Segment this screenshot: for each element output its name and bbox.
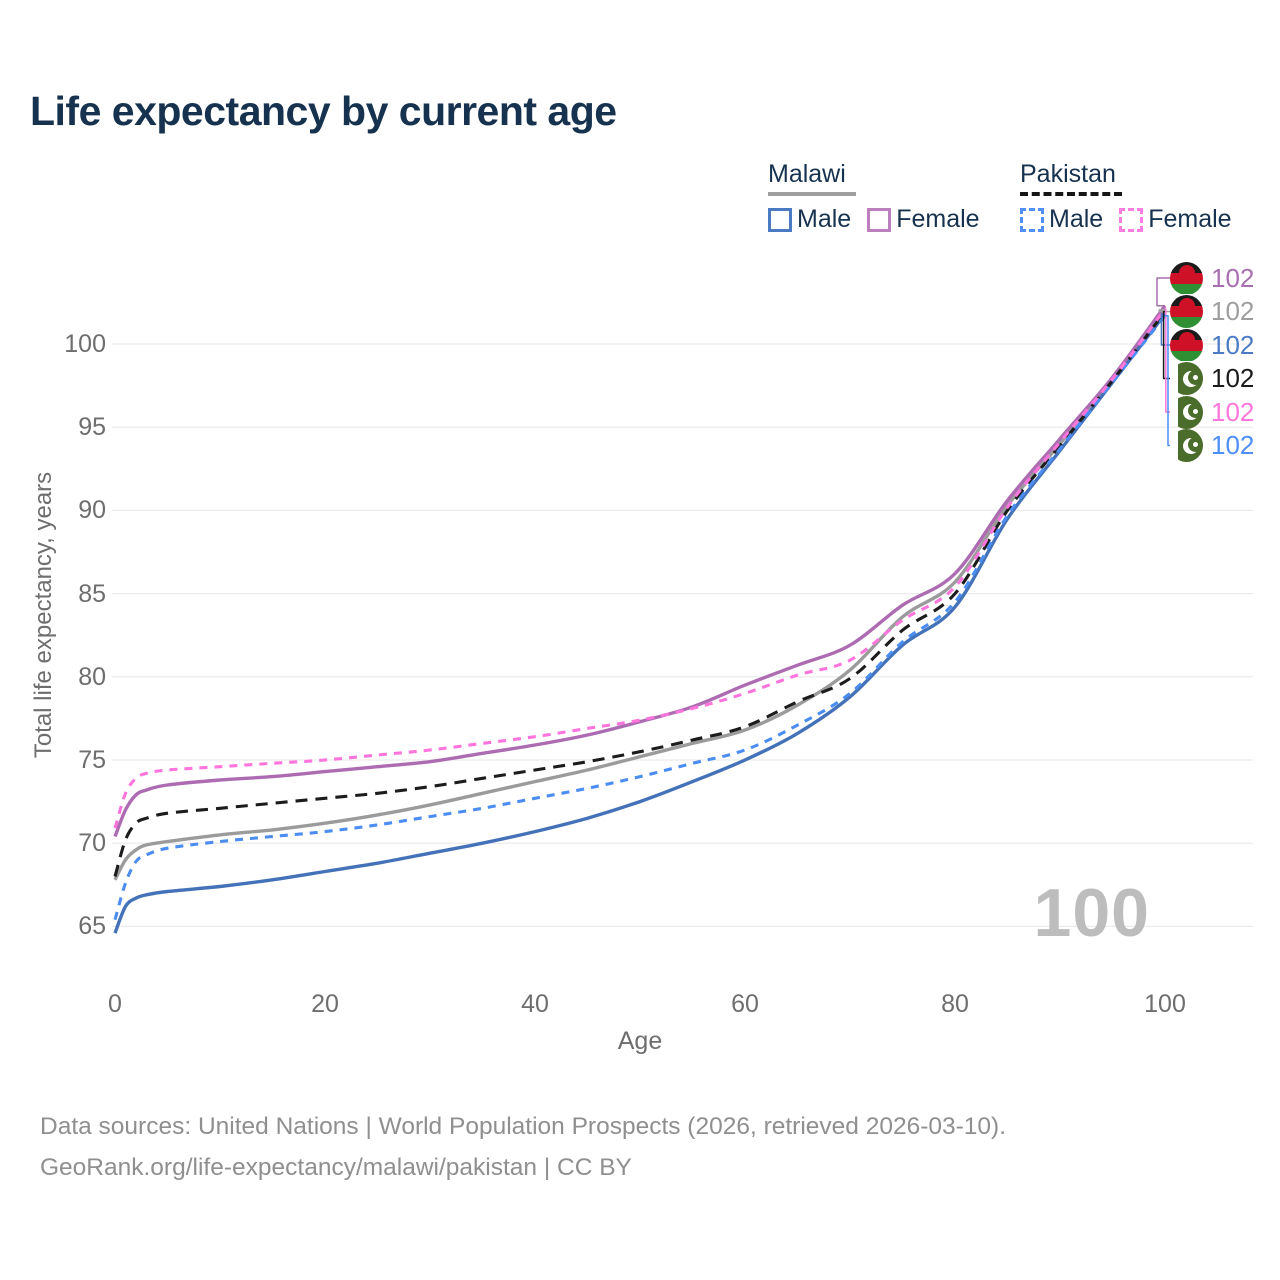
pakistan-flag-icon xyxy=(1170,395,1203,429)
x-tick-label: 40 xyxy=(521,990,549,1018)
legend-label: Male xyxy=(797,205,852,233)
series-line-malawi-female xyxy=(113,304,1167,838)
x-tick-label: 0 xyxy=(108,990,122,1018)
y-axis-title: Total life expectancy, years xyxy=(30,471,57,759)
x-tick-label: 80 xyxy=(941,990,969,1018)
endpoint-label-malawi-female: 102 xyxy=(1170,261,1255,295)
malawi-solid-line-swatch xyxy=(768,192,856,196)
page-title: Life expectancy by current age xyxy=(30,88,617,134)
legend-label: Male xyxy=(1049,205,1104,233)
series-line-pakistan-male xyxy=(113,314,1167,921)
endpoint-value: 102 xyxy=(1211,396,1255,427)
endpoint-label-pakistan-all: 102 xyxy=(1170,362,1254,395)
legend-country-pakistan: Pakistan xyxy=(1020,160,1116,188)
legend-label: Female xyxy=(1148,205,1232,233)
y-tick-label: 70 xyxy=(78,829,106,858)
pakistan-male-checkbox-icon[interactable] xyxy=(1020,207,1044,232)
endpoint-connector-malawi-female xyxy=(1156,277,1171,307)
attribution-line: GeoRank.org/life-expectancy/malawi/pakis… xyxy=(40,1154,632,1181)
endpoint-value: 102 xyxy=(1211,329,1255,360)
x-tick-label: 60 xyxy=(731,990,759,1018)
series-line-malawi-all xyxy=(113,308,1167,881)
watermark-100: 100 xyxy=(1033,875,1150,951)
y-tick-label: 85 xyxy=(78,579,106,608)
legend-label: Female xyxy=(896,205,980,233)
legend-country-malawi: Malawi xyxy=(768,160,846,188)
endpoint-value: 102 xyxy=(1211,363,1255,393)
endpoint-label-pakistan-male: 102 xyxy=(1170,429,1254,462)
series-line-malawi-male xyxy=(113,312,1167,934)
legend-item-pakistan-male[interactable]: Male xyxy=(1020,205,1103,234)
y-tick-label: 95 xyxy=(78,413,106,442)
legend-item-malawi-female[interactable]: Female xyxy=(867,205,980,234)
legend-row-malawi: Male Female xyxy=(768,205,980,234)
y-tick-label: 100 xyxy=(64,330,106,358)
malawi-female-checkbox-icon[interactable] xyxy=(867,207,892,232)
endpoint-label-malawi-male: 102 xyxy=(1170,328,1255,362)
y-tick-label: 80 xyxy=(78,662,106,691)
endpoint-value: 102 xyxy=(1211,262,1255,293)
endpoint-label-malawi-all: 102 xyxy=(1170,295,1254,328)
endpoint-value: 102 xyxy=(1211,296,1255,326)
series-line-pakistan-all xyxy=(113,310,1167,877)
x-tick-label: 100 xyxy=(1144,990,1186,1018)
malawi-male-checkbox-icon[interactable] xyxy=(768,207,792,232)
pakistan-dashed-line-swatch xyxy=(1020,192,1122,196)
x-tick-label: 20 xyxy=(311,990,339,1018)
legend-row-pakistan: Male Female xyxy=(1020,205,1232,234)
malawi-flag-icon xyxy=(1170,328,1203,362)
y-tick-label: 75 xyxy=(78,746,106,774)
malawi-flag-icon xyxy=(1170,261,1203,295)
pakistan-flag-icon xyxy=(1170,362,1203,395)
malawi-flag-icon xyxy=(1170,295,1203,328)
y-tick-label: 65 xyxy=(78,912,106,941)
data-sources-line: Data sources: United Nations | World Pop… xyxy=(40,1113,1007,1140)
pakistan-flag-icon xyxy=(1170,429,1203,462)
x-axis-title: Age xyxy=(617,1027,663,1055)
footer: Data sources: United Nations | World Pop… xyxy=(40,1106,1006,1188)
legend-item-pakistan-female[interactable]: Female xyxy=(1119,205,1232,234)
legend-item-malawi-male[interactable]: Male xyxy=(768,205,851,234)
endpoint-label-pakistan-female: 102 xyxy=(1170,395,1255,429)
endpoint-connector-pakistan-male xyxy=(1165,314,1171,447)
y-tick-label: 90 xyxy=(78,496,106,525)
legend-group-pakistan: Pakistan Male Female xyxy=(1020,160,1232,234)
legend-group-malawi: Malawi Male Female xyxy=(768,160,980,234)
series-line-pakistan-female xyxy=(113,308,1167,829)
pakistan-female-checkbox-icon[interactable] xyxy=(1119,207,1144,232)
endpoint-value: 102 xyxy=(1211,430,1255,460)
